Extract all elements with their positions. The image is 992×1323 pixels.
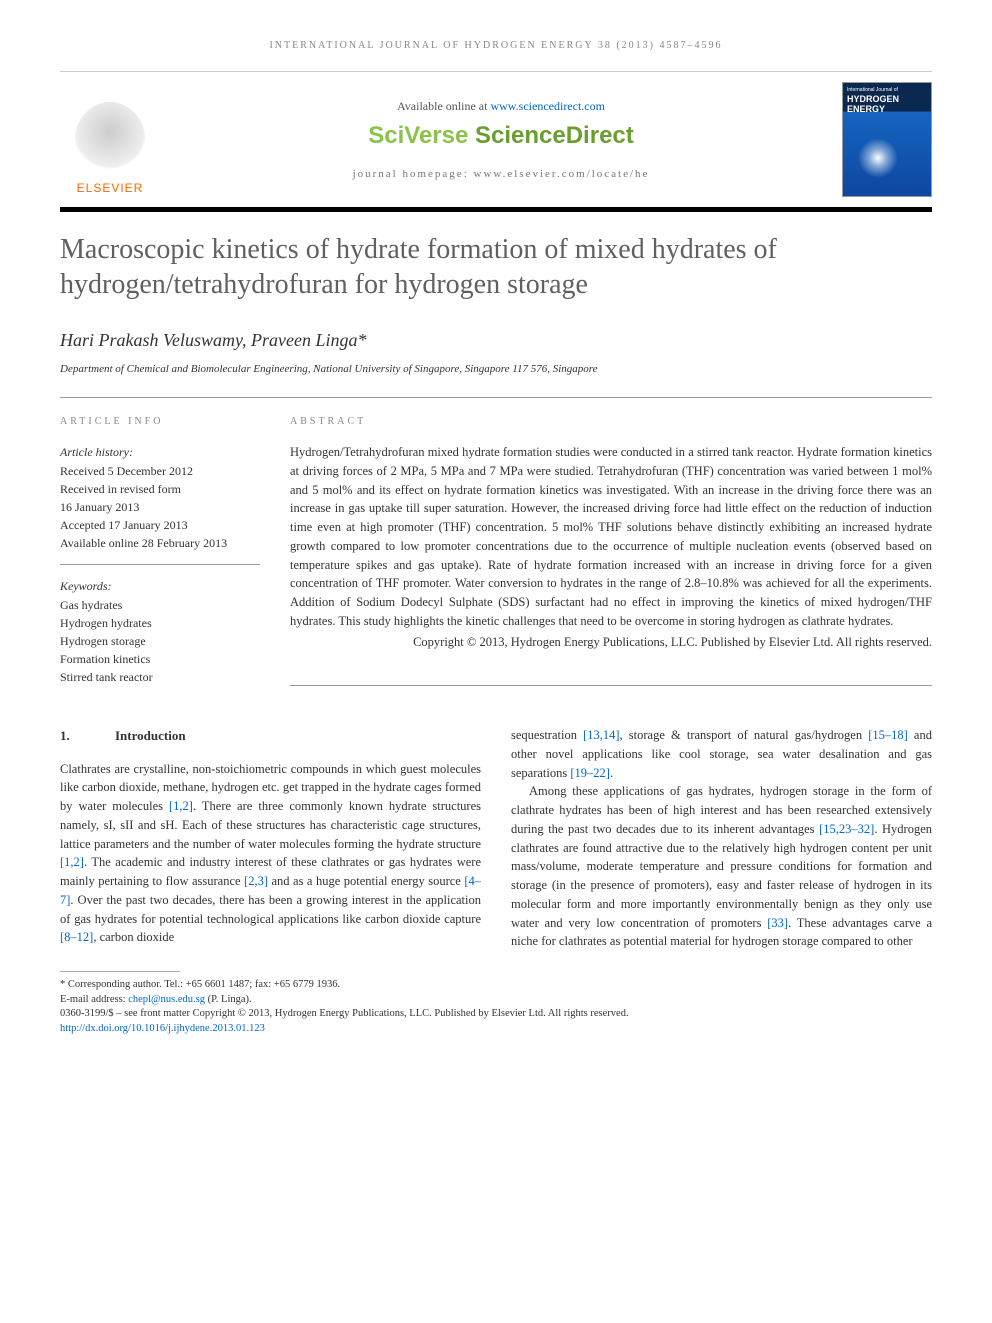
citation-link[interactable]: [19–22] [570, 766, 610, 780]
sciverse-logo: SciVerse ScienceDirect [160, 122, 842, 150]
abstract-text: Hydrogen/Tetrahydrofuran mixed hydrate f… [290, 443, 932, 631]
authors: Hari Prakash Veluswamy, Praveen Linga* [60, 330, 932, 351]
elsevier-logo: ELSEVIER [60, 85, 160, 195]
keyword: Formation kinetics [60, 650, 260, 668]
revised-line1: Received in revised form [60, 480, 260, 498]
body-paragraph: Clathrates are crystalline, non-stoichio… [60, 760, 481, 948]
citation-link[interactable]: [2,3] [244, 874, 268, 888]
abstract-column: ABSTRACT Hydrogen/Tetrahydrofuran mixed … [290, 414, 932, 686]
available-online-text: Available online at www.sciencedirect.co… [160, 99, 842, 114]
sciencedirect-link[interactable]: www.sciencedirect.com [490, 99, 605, 113]
journal-homepage: journal homepage: www.elsevier.com/locat… [160, 168, 842, 180]
body-column-left: 1.Introduction Clathrates are crystallin… [60, 726, 481, 951]
online-date: Available online 28 February 2013 [60, 534, 260, 552]
citation-link[interactable]: [1,2] [169, 799, 193, 813]
elsevier-label: ELSEVIER [77, 181, 144, 195]
body-paragraph: Among these applications of gas hydrates… [511, 782, 932, 951]
citation-link[interactable]: [33] [767, 916, 788, 930]
cover-topbar: International Journal of [847, 87, 927, 93]
citation-link[interactable]: [8–12] [60, 930, 93, 944]
footnotes: * Corresponding author. Tel.: +65 6601 1… [60, 978, 932, 1037]
journal-header-block: ELSEVIER Available online at www.science… [60, 71, 932, 212]
body-column-right: sequestration [13,14], storage & transpo… [511, 726, 932, 951]
citation-link[interactable]: [13,14] [583, 728, 619, 742]
abstract-label: ABSTRACT [290, 414, 932, 429]
corresponding-author: * Corresponding author. Tel.: +65 6601 1… [60, 978, 932, 993]
email-link[interactable]: chepl@nus.edu.sg [128, 994, 205, 1005]
keyword: Gas hydrates [60, 596, 260, 614]
email-line: E-mail address: chepl@nus.edu.sg (P. Lin… [60, 993, 932, 1008]
citation-link[interactable]: [1,2] [60, 855, 84, 869]
keywords-label: Keywords: [60, 577, 260, 595]
section-heading: 1.Introduction [60, 726, 481, 746]
keyword: Hydrogen hydrates [60, 614, 260, 632]
body-columns: 1.Introduction Clathrates are crystallin… [60, 726, 932, 951]
citation-link[interactable]: [15,23–32] [819, 822, 874, 836]
copyright-text: Copyright © 2013, Hydrogen Energy Public… [290, 633, 932, 652]
affiliation: Department of Chemical and Biomolecular … [60, 363, 932, 375]
history-label: Article history: [60, 443, 260, 461]
cover-glow-icon [858, 138, 898, 178]
journal-cover-thumbnail: International Journal of HYDROGENENERGY [842, 82, 932, 197]
accepted-date: Accepted 17 January 2013 [60, 516, 260, 534]
issn-line: 0360-3199/$ – see front matter Copyright… [60, 1007, 932, 1022]
article-info-label: ARTICLE INFO [60, 414, 260, 429]
elsevier-tree-icon [75, 102, 145, 177]
body-paragraph: sequestration [13,14], storage & transpo… [511, 726, 932, 782]
article-title: Macroscopic kinetics of hydrate formatio… [60, 232, 932, 302]
cover-title: HYDROGENENERGY [847, 95, 927, 115]
revised-line2: 16 January 2013 [60, 498, 260, 516]
citation-link[interactable]: [15–18] [868, 728, 908, 742]
keyword: Stirred tank reactor [60, 668, 260, 686]
article-info-column: ARTICLE INFO Article history: Received 5… [60, 414, 260, 686]
footnote-separator [60, 971, 180, 972]
received-date: Received 5 December 2012 [60, 462, 260, 480]
doi-link[interactable]: http://dx.doi.org/10.1016/j.ijhydene.201… [60, 1023, 265, 1034]
running-header: INTERNATIONAL JOURNAL OF HYDROGEN ENERGY… [60, 40, 932, 51]
keyword: Hydrogen storage [60, 632, 260, 650]
